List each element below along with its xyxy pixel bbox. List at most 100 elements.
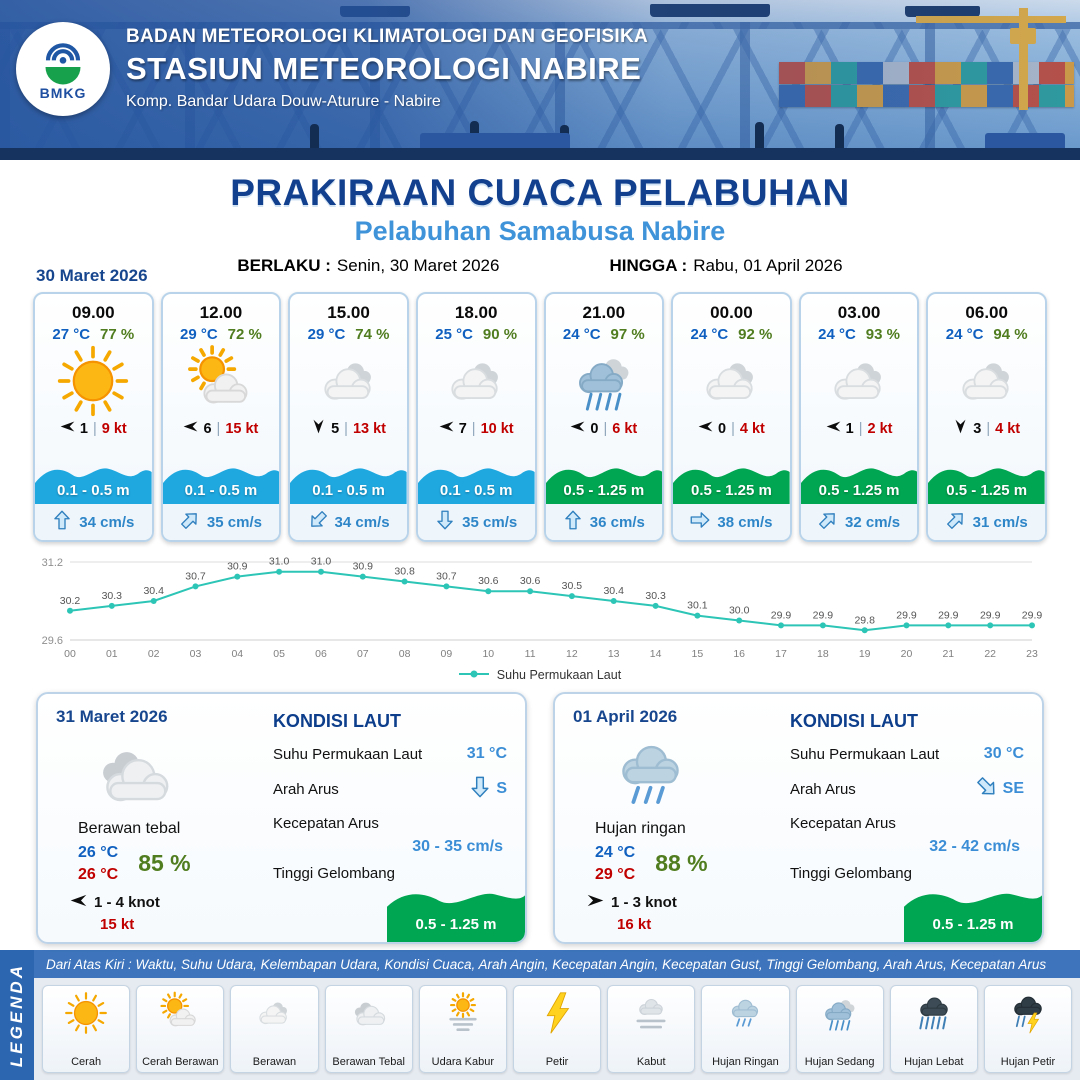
svg-text:10: 10	[482, 648, 494, 660]
card-wave-height: 0.1 - 0.5 m	[184, 482, 258, 499]
svg-text:29.9: 29.9	[813, 609, 834, 621]
svg-text:29.9: 29.9	[980, 609, 1001, 621]
svg-text:30.1: 30.1	[687, 600, 708, 612]
card-temp-humidity: 27 °C 77 %	[52, 326, 134, 343]
card-temp-humidity: 25 °C 90 %	[435, 326, 517, 343]
current-direction-row: Arah Arus S	[273, 776, 507, 802]
svg-text:31.0: 31.0	[311, 556, 332, 568]
svg-text:30.4: 30.4	[143, 585, 164, 597]
svg-text:12: 12	[566, 648, 578, 660]
legend-vertical-banner: LEGENDA	[0, 950, 34, 1080]
daily-date: 01 April 2026	[573, 707, 678, 726]
svg-text:31.2: 31.2	[42, 557, 63, 569]
svg-text:22: 22	[984, 648, 996, 660]
valid-from-label: BERLAKU :	[237, 256, 331, 275]
legend-item: Cerah Berawan	[136, 985, 225, 1073]
header-text-block: BADAN METEOROLOGI KLIMATOLOGI DAN GEOFIS…	[126, 26, 648, 111]
card-time: 03.00	[837, 303, 881, 322]
svg-text:13: 13	[608, 648, 620, 660]
legend-item-label: Petir	[545, 1055, 569, 1068]
svg-text:19: 19	[859, 648, 871, 660]
svg-text:30.2: 30.2	[60, 595, 81, 607]
svg-text:29.9: 29.9	[771, 609, 792, 621]
card-temp-humidity: 29 °C 74 %	[308, 326, 390, 343]
svg-text:16: 16	[733, 648, 745, 660]
sst-value: 31 °C	[466, 745, 507, 762]
chart-legend-marker-icon	[458, 668, 489, 682]
bmkg-logo-icon	[45, 43, 81, 85]
card-humidity: 74 %	[355, 326, 390, 343]
title-section: PRAKIRAAN CUACA PELABUHAN Pelabuhan Sama…	[0, 160, 1080, 275]
daily-wind-arrow-icon	[587, 892, 604, 913]
card-wave-height: 0.5 - 1.25 m	[563, 482, 645, 499]
validity-row: BERLAKU : Senin, 30 Maret 2026 HINGGA : Ra…	[0, 256, 1080, 276]
wave-height-row: Tinggi Gelombang	[273, 865, 507, 882]
current-direction-arrow-icon	[976, 776, 998, 802]
card-temp: 24 °C	[818, 326, 856, 343]
svg-text:03: 03	[190, 648, 202, 660]
wind-separator: |	[858, 420, 863, 437]
legend-item: Berawan Tebal	[324, 985, 413, 1073]
wave-band: 0.1 - 0.5 m	[417, 458, 535, 504]
card-wind-speed: 0	[590, 420, 599, 437]
card-wind-gust: 10 kt	[480, 420, 514, 437]
svg-text:30.6: 30.6	[478, 575, 499, 587]
svg-text:29.9: 29.9	[938, 609, 959, 621]
current-info: 34 cm/s	[35, 504, 152, 540]
station-address: Komp. Bandar Udara Douw-Aturure - Nabire	[126, 93, 441, 110]
svg-text:29.9: 29.9	[896, 609, 917, 621]
sst-row: Suhu Permukaan Laut 30 °C	[790, 745, 1024, 763]
legend-item-label: Berawan Tebal	[332, 1055, 405, 1068]
weather-icon	[694, 344, 768, 418]
legend-item-label: Cerah Berawan	[142, 1055, 219, 1068]
current-info: 32 cm/s	[800, 504, 918, 540]
card-temp-humidity: 24 °C 93 %	[818, 326, 900, 343]
daily-wind-gust: 16 kt	[617, 916, 652, 934]
card-time: 09.00	[72, 303, 115, 322]
svg-text:30.9: 30.9	[353, 561, 374, 573]
chart-legend-marker	[458, 668, 489, 682]
forecast-card: 06.00 24 °C 94 % 3 | 4 kt 0.5 - 1.25 m 3…	[926, 292, 1047, 542]
bmkg-logo-label: BMKG	[39, 85, 87, 101]
daily-wind-range: 1 - 4 knot	[94, 894, 160, 912]
daily-temp-max: 29 °C	[595, 865, 636, 883]
card-time: 12.00	[199, 303, 243, 322]
card-wind-gust: 13 kt	[352, 420, 387, 437]
svg-text:00: 00	[64, 648, 76, 660]
legend-weather-icon	[818, 991, 862, 1035]
daily-temp-humidity: 26 °C 26 °C 85 %	[78, 842, 259, 885]
card-current-speed: 35 cm/s	[462, 513, 518, 531]
current-info: 31 cm/s	[928, 504, 1045, 540]
card-time: 06.00	[965, 303, 1008, 322]
page-subtitle: Pelabuhan Samabusa Nabire	[354, 216, 726, 246]
card-temp-humidity: 24 °C 94 %	[946, 326, 1028, 343]
svg-text:06: 06	[315, 648, 327, 660]
card-humidity: 97 %	[610, 326, 645, 343]
card-wind-gust: 4 kt	[739, 420, 765, 437]
sea-conditions-panel: KONDISI LAUT Suhu Permukaan Laut 31 °C A…	[259, 707, 525, 942]
valid-to-value: Rabu, 01 April 2026	[693, 256, 843, 275]
wind-separator: |	[344, 420, 348, 437]
daily-wind-info: 1 - 3 knot	[587, 892, 776, 913]
current-speed-row: Kecepatan Arus	[790, 815, 1024, 832]
svg-text:18: 18	[817, 648, 829, 660]
legend-weather-icon	[723, 991, 767, 1035]
wind-arrow-icon	[311, 419, 326, 438]
wind-info: 0 | 6 kt	[570, 419, 637, 438]
card-wave-height: 0.5 - 1.25 m	[690, 482, 772, 499]
sst-chart: 31.2 29.6 30.2 00 30.3 01 30.4 02 30.7 03 30.9 04 31…	[36, 548, 1044, 684]
wind-separator: |	[216, 420, 221, 437]
kecepatan-arus-label: Kecepatan Arus	[272, 815, 379, 832]
legend-item-label: Kabut	[636, 1055, 666, 1068]
wave-shape	[673, 468, 790, 504]
arah-arus-label: Arah Arus	[789, 780, 856, 798]
daily-wind-info: 1 - 4 knot	[70, 892, 259, 913]
current-direction-text: SE	[1002, 780, 1024, 797]
tinggi-gelombang-label: Tinggi Gelombang	[789, 865, 912, 882]
weather-icon	[312, 344, 386, 418]
person-silhouette	[835, 124, 844, 148]
svg-text:30.3: 30.3	[645, 590, 666, 602]
card-temp: 29 °C	[179, 326, 218, 343]
svg-text:30.0: 30.0	[729, 605, 750, 617]
page-title: PRAKIRAAN CUACA PELABUHAN	[230, 172, 850, 213]
